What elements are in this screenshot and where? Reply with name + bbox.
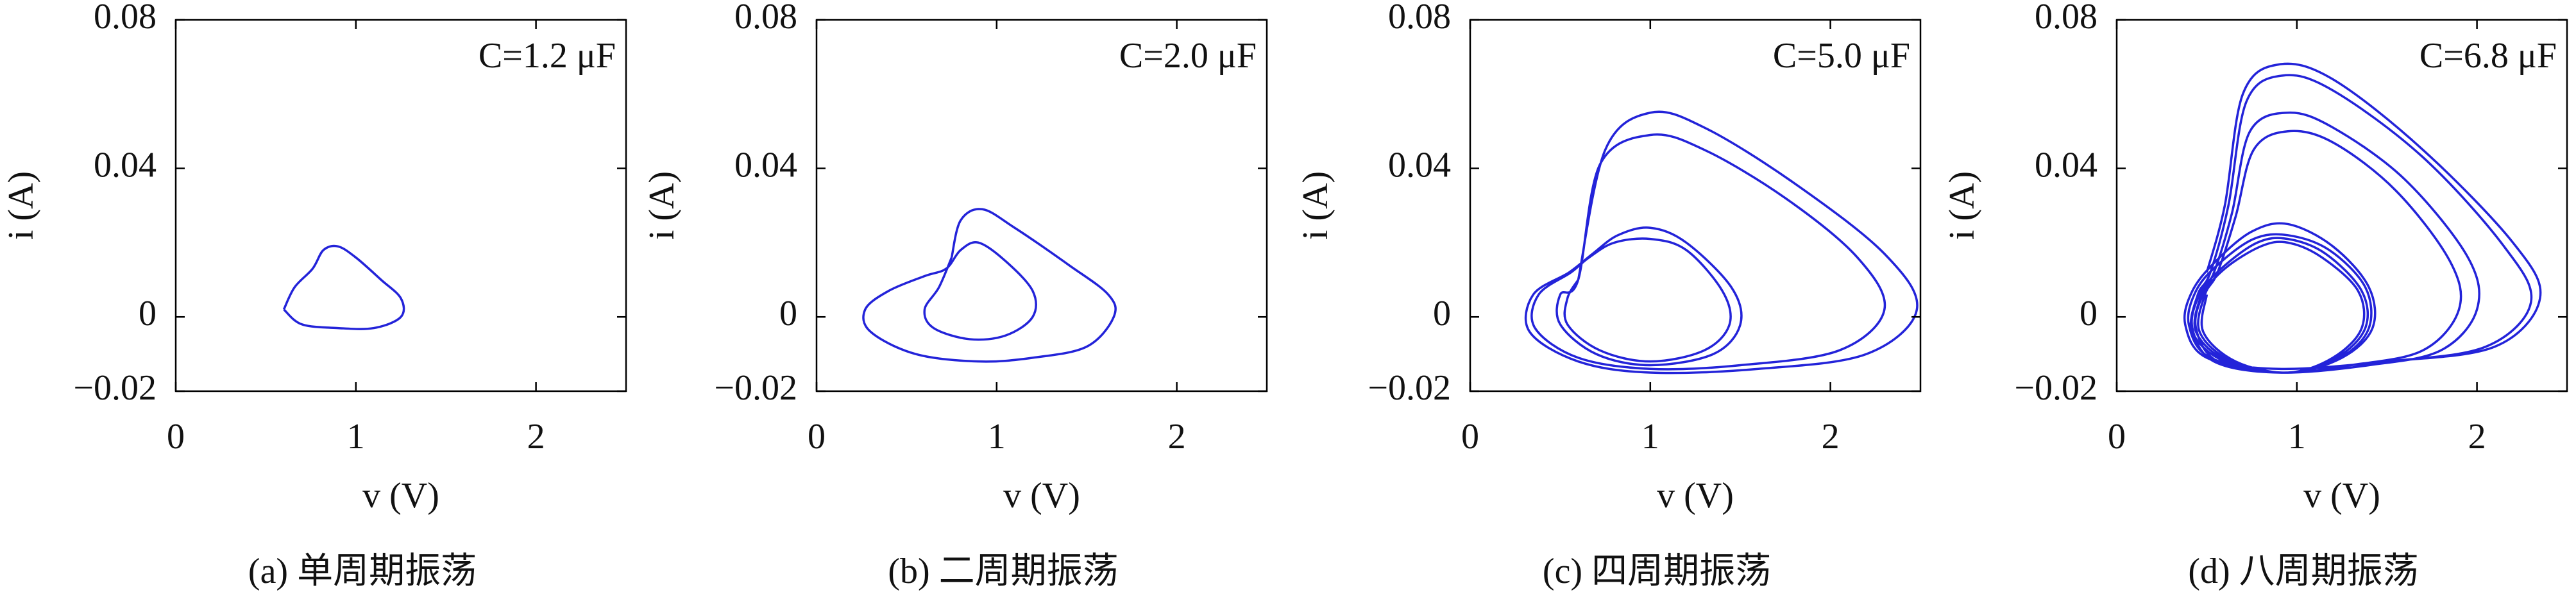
caption: (c) 四周期振荡 — [1543, 551, 1771, 591]
x-axis-label: v (V) — [1657, 476, 1734, 516]
y-axis-label: i (A) — [1296, 171, 1335, 240]
x-tick-label: 2 — [1168, 417, 1186, 457]
annotation: C=5.0 μF — [1773, 36, 1910, 76]
x-tick-label: 2 — [2468, 417, 2486, 457]
phase-curve — [2183, 62, 2542, 374]
caption: (a) 单周期振荡 — [248, 551, 477, 591]
phase-curve — [862, 208, 1117, 363]
x-tick-label: 1 — [2288, 417, 2306, 457]
annotation: C=6.8 μF — [2419, 36, 2557, 76]
subplot: 0 1 2 −0.02 0 0.04 0.08 C=2.0 μF v (V) i (A) (b) 二… — [642, 0, 1268, 591]
x-axis-label: v (V) — [1003, 476, 1080, 516]
annotation: C=1.2 μF — [479, 36, 616, 76]
y-axis-label: i (A) — [1, 171, 41, 240]
x-tick-label: 1 — [1641, 417, 1659, 457]
x-tick-label: 0 — [167, 417, 185, 457]
y-tick-label: 0.04 — [1388, 145, 1451, 185]
y-tick-label: −0.02 — [1368, 368, 1451, 408]
y-tick-label: −0.02 — [73, 368, 157, 408]
y-tick-label: 0 — [779, 294, 797, 333]
y-tick-label: 0.04 — [2035, 145, 2097, 185]
y-tick-label: −0.02 — [2014, 368, 2097, 408]
y-tick-label: 0.08 — [1388, 0, 1451, 37]
y-tick-label: 0 — [1433, 294, 1451, 333]
axes-frame — [174, 19, 627, 392]
y-axis-label: i (A) — [642, 171, 682, 240]
caption: (d) 八周期振荡 — [2188, 551, 2418, 591]
y-tick-label: 0 — [2080, 294, 2097, 333]
y-tick-label: 0 — [139, 294, 157, 333]
x-tick-label: 0 — [1461, 417, 1479, 457]
phase-curve — [1524, 110, 1919, 375]
axes-frame — [2115, 19, 2568, 392]
annotation: C=2.0 μF — [1119, 36, 1257, 76]
x-axis-label: v (V) — [362, 476, 439, 516]
y-tick-label: 0.08 — [734, 0, 797, 37]
x-tick-label: 0 — [2108, 417, 2126, 457]
x-axis-label: v (V) — [2303, 476, 2380, 516]
axes-frame — [815, 19, 1268, 392]
x-tick-label: 1 — [988, 417, 1006, 457]
x-tick-label: 2 — [1822, 417, 1840, 457]
caption: (b) 二周期振荡 — [888, 551, 1118, 591]
x-tick-label: 2 — [527, 417, 545, 457]
subplot: 0 1 2 −0.02 0 0.04 0.08 C=6.8 μF v (V) i (A) (d) 八… — [1942, 0, 2568, 591]
y-axis-label: i (A) — [1942, 171, 1982, 240]
y-tick-label: 0.04 — [734, 145, 797, 185]
x-tick-label: 1 — [347, 417, 365, 457]
y-tick-label: 0.04 — [94, 145, 157, 185]
axes-frame — [1469, 19, 1922, 392]
x-tick-label: 0 — [808, 417, 826, 457]
y-tick-label: −0.02 — [714, 368, 797, 408]
phase-curve — [282, 244, 405, 330]
y-tick-label: 0.08 — [94, 0, 157, 37]
y-tick-label: 0.08 — [2035, 0, 2097, 37]
